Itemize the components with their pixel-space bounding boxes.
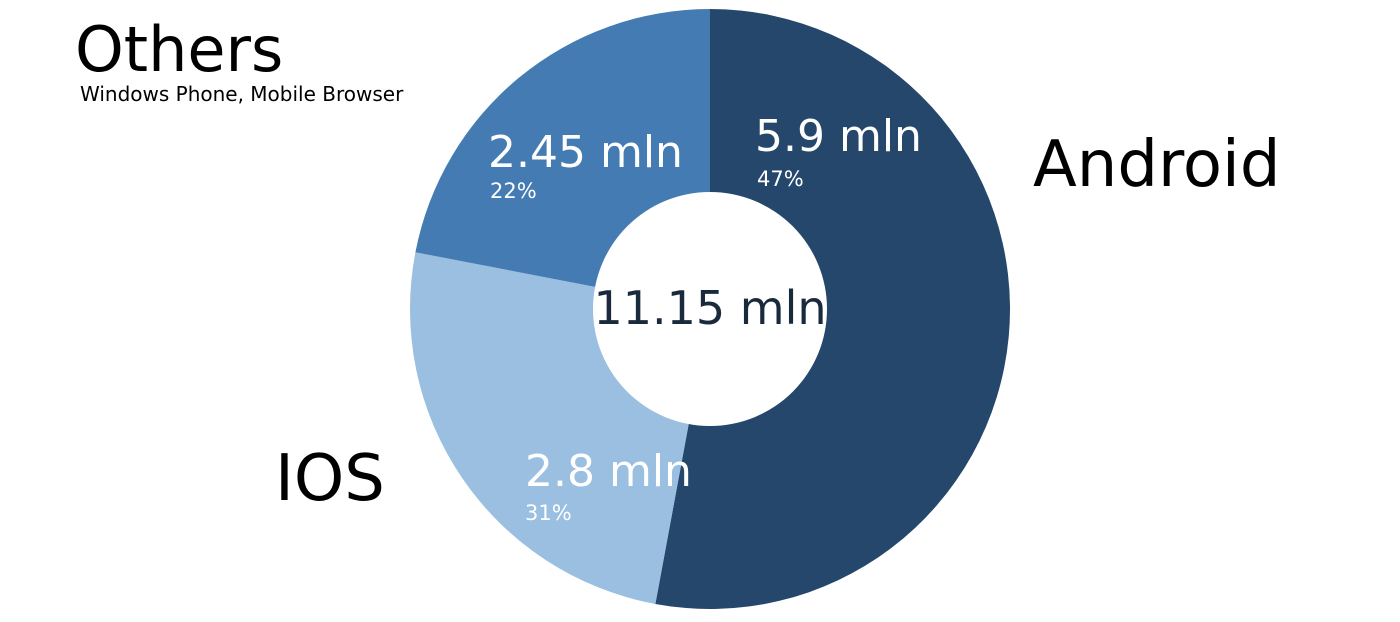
others-value-label: 2.45 mln	[488, 127, 683, 178]
ios-percent-label: 31%	[525, 501, 572, 525]
android-percent-label: 47%	[757, 167, 804, 191]
others-percent-label: 22%	[490, 179, 537, 203]
center-total-label: 11.15 mln	[593, 281, 826, 335]
android-category-label: Android	[1033, 128, 1280, 202]
donut-hole	[593, 192, 827, 426]
ios-category-label: IOS	[275, 442, 385, 516]
others-category-label: Others	[75, 13, 283, 86]
android-value-label: 5.9 mln	[755, 111, 922, 162]
android-slice	[655, 9, 1011, 610]
others-sublabel: Windows Phone, Mobile Browser	[80, 82, 404, 106]
ios-value-label: 2.8 mln	[525, 446, 692, 497]
